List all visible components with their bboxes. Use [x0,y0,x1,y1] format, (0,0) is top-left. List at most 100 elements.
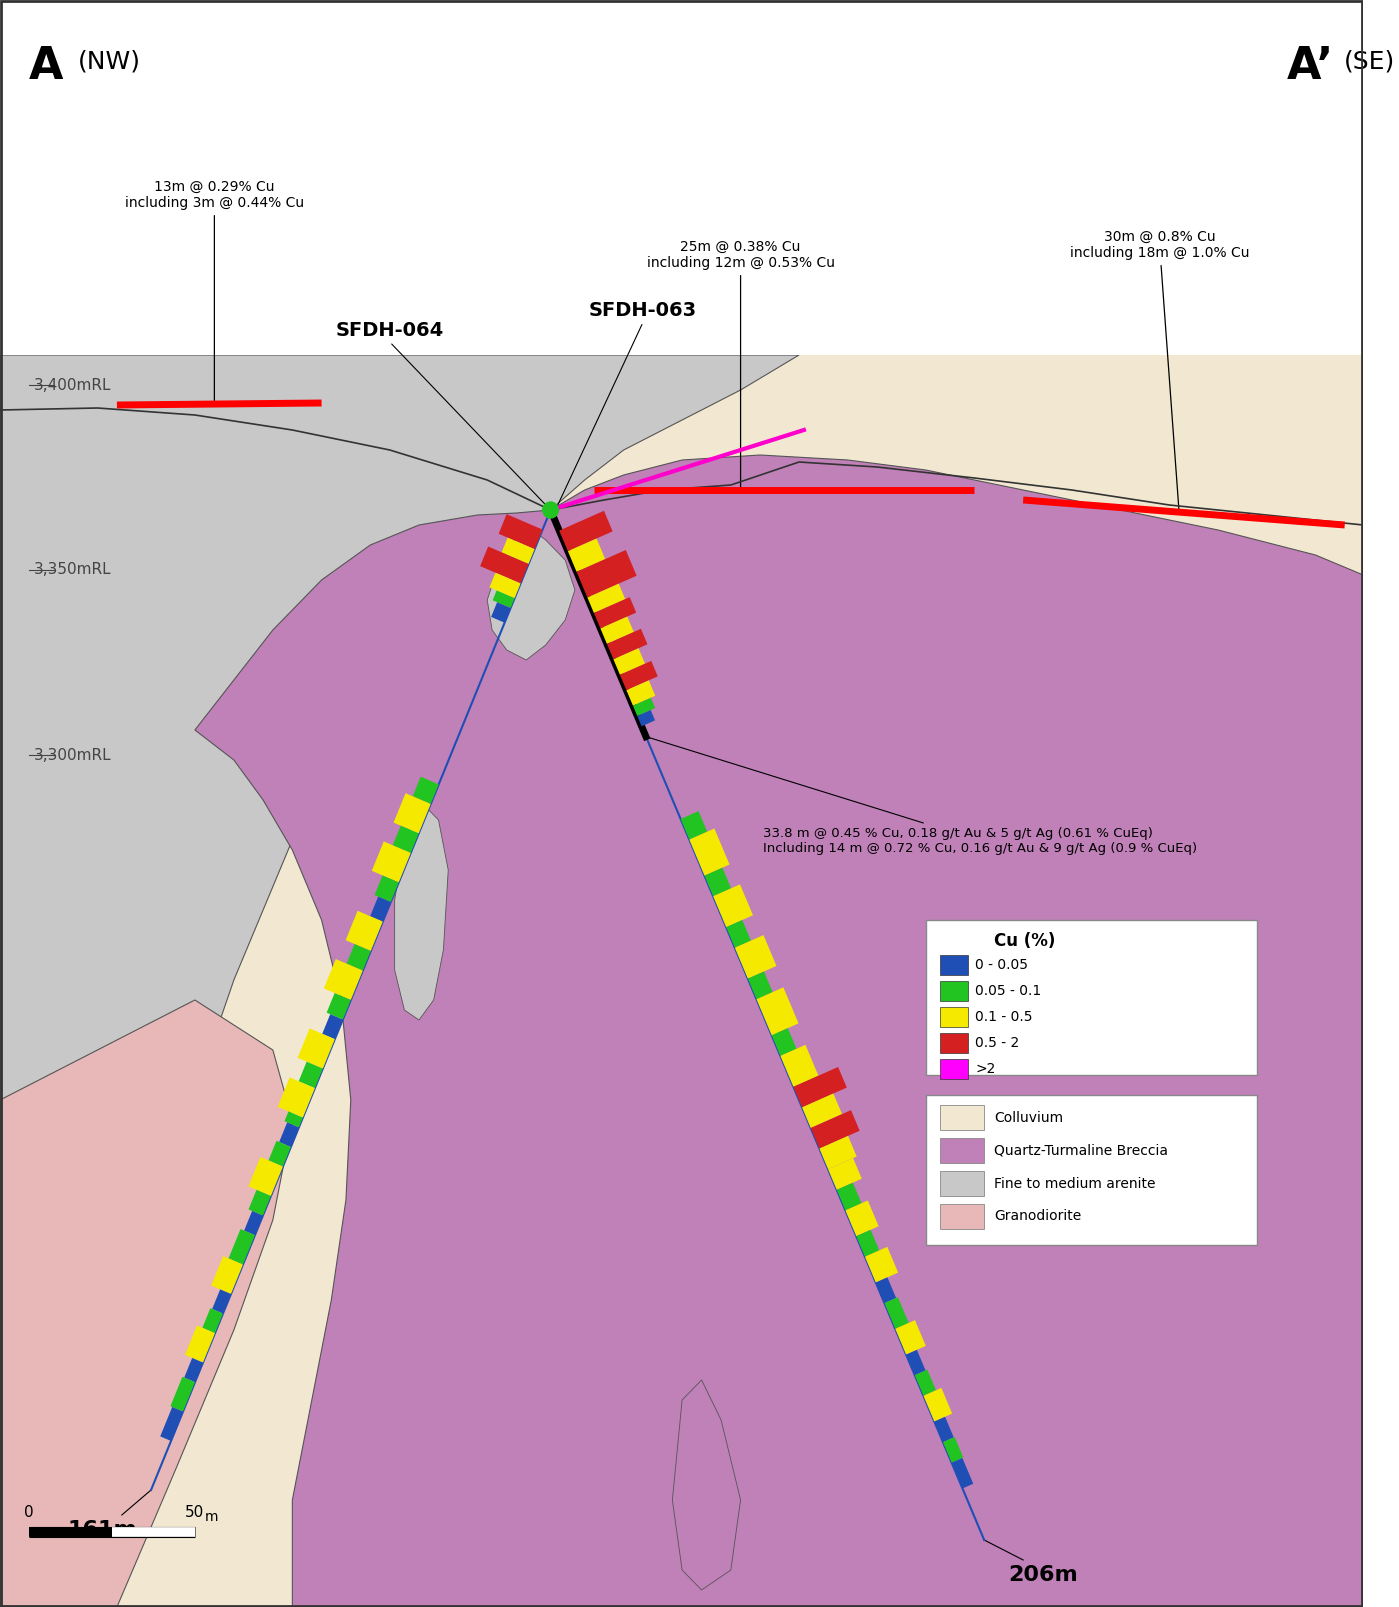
Polygon shape [0,355,799,1607]
Text: 0.05 - 0.1: 0.05 - 0.1 [975,983,1042,998]
Text: (NW): (NW) [78,50,141,74]
Bar [940,980,968,1001]
Text: 0.5 - 2: 0.5 - 2 [975,1037,1020,1049]
Polygon shape [298,1062,323,1088]
Polygon shape [323,959,362,1000]
Polygon shape [576,550,637,598]
Polygon shape [726,921,751,948]
Polygon shape [498,514,543,550]
Polygon shape [0,1000,292,1607]
Polygon shape [346,911,383,951]
Polygon shape [837,1183,862,1210]
Text: 161m: 161m [67,1520,137,1540]
Polygon shape [393,794,431,834]
Polygon shape [607,628,648,659]
Text: A: A [29,45,64,88]
Polygon shape [632,697,655,717]
Circle shape [543,501,558,517]
Polygon shape [713,884,753,927]
Polygon shape [811,1110,859,1149]
Text: 206m: 206m [1007,1565,1077,1585]
Polygon shape [372,842,411,882]
Text: Fine to medium arenite: Fine to medium arenite [993,1176,1156,1191]
Polygon shape [213,1289,231,1313]
Polygon shape [613,648,645,675]
Text: Colluvium: Colluvium [993,1110,1063,1125]
Polygon shape [375,876,399,902]
Polygon shape [793,1067,846,1107]
Polygon shape [298,1028,334,1069]
Polygon shape [865,1247,898,1282]
Text: (SE): (SE) [1344,50,1395,74]
Polygon shape [490,572,520,598]
Polygon shape [502,538,534,564]
Polygon shape [491,603,511,622]
Text: Granodiorite: Granodiorite [993,1210,1081,1223]
Text: 30m @ 0.8% Cu
including 18m @ 1.0% Cu: 30m @ 0.8% Cu including 18m @ 1.0% Cu [1070,230,1249,509]
Text: SFDH-064: SFDH-064 [336,321,443,341]
Bar [940,1138,983,1163]
Polygon shape [487,525,575,660]
Polygon shape [284,1112,302,1128]
Polygon shape [322,1014,343,1040]
Polygon shape [935,1417,954,1441]
Polygon shape [0,355,1363,1607]
Polygon shape [280,1122,299,1147]
Text: m: m [204,1511,218,1523]
Polygon shape [923,1388,953,1422]
Polygon shape [560,511,613,551]
Polygon shape [245,1212,263,1236]
Polygon shape [620,660,658,691]
Text: SFDH-063: SFDH-063 [589,301,697,320]
Text: 13m @ 0.29% Cu
including 3m @ 0.44% Cu: 13m @ 0.29% Cu including 3m @ 0.44% Cu [125,180,304,402]
Polygon shape [211,1257,243,1294]
Polygon shape [203,1308,222,1334]
Polygon shape [915,1369,936,1396]
Polygon shape [748,972,772,1000]
Polygon shape [772,1028,796,1056]
Polygon shape [895,1319,926,1355]
Polygon shape [413,776,439,804]
Text: A’: A’ [1287,45,1335,88]
Polygon shape [820,1136,856,1170]
Text: 0 - 0.05: 0 - 0.05 [975,958,1028,972]
Polygon shape [588,583,625,612]
Polygon shape [395,800,448,1020]
Text: 0: 0 [24,1506,34,1520]
Bar [940,1059,968,1078]
Polygon shape [690,829,729,876]
FancyBboxPatch shape [926,1094,1258,1245]
Polygon shape [277,1077,315,1117]
Polygon shape [171,1377,194,1411]
Polygon shape [884,1297,909,1329]
Polygon shape [326,993,351,1019]
Polygon shape [393,826,418,853]
Polygon shape [673,1380,740,1589]
Polygon shape [269,1141,291,1167]
Text: 50: 50 [185,1506,204,1520]
Bar [940,955,968,975]
Polygon shape [705,868,732,897]
Text: 3,400mRL: 3,400mRL [34,378,112,392]
Bar [940,1033,968,1053]
Bar [940,1172,983,1196]
Polygon shape [781,1045,818,1086]
Polygon shape [943,1437,964,1462]
Polygon shape [161,1408,183,1441]
FancyBboxPatch shape [926,919,1258,1075]
Polygon shape [876,1278,897,1303]
Bar [940,1204,983,1229]
Text: 3,350mRL: 3,350mRL [34,562,112,577]
Polygon shape [951,1458,974,1488]
Text: Quartz-Turmaline Breccia: Quartz-Turmaline Breccia [993,1144,1168,1157]
Text: 0.1 - 0.5: 0.1 - 0.5 [975,1011,1032,1024]
Polygon shape [757,987,799,1035]
Polygon shape [681,812,708,839]
Polygon shape [492,590,515,607]
Bar [940,1008,968,1027]
Polygon shape [371,897,390,921]
Polygon shape [228,1229,255,1265]
Text: 33.8 m @ 0.45 % Cu, 0.18 g/t Au & 5 g/t Ag (0.61 % CuEq)
Including 14 m @ 0.72 %: 33.8 m @ 0.45 % Cu, 0.18 g/t Au & 5 g/t … [649,738,1198,855]
Polygon shape [600,617,634,644]
Polygon shape [249,1189,271,1215]
